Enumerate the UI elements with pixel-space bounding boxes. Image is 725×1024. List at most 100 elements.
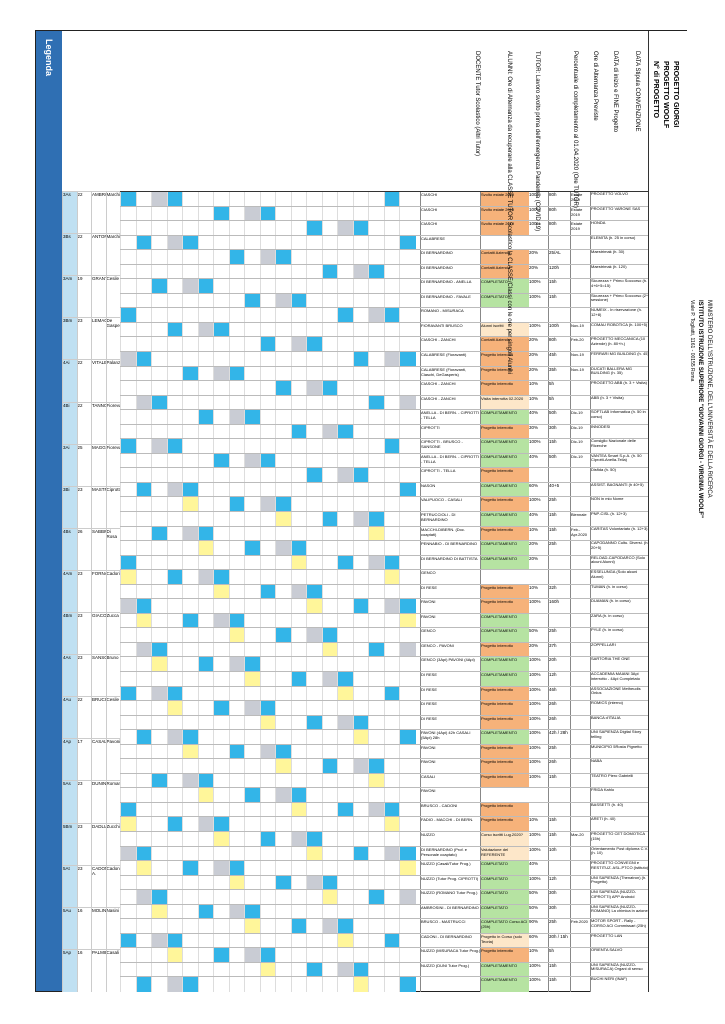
- project-tutor: VALIPUOCO - CASALI: [420, 497, 481, 512]
- attendance-cell: [151, 322, 168, 338]
- attendance-cell: [275, 366, 292, 382]
- class-cls: 4Ai: [62, 359, 78, 403]
- project-row: ORIENTA SALVO 5h 10% Progetto interrotto NUZ…: [120, 947, 687, 963]
- attendance-cell: [337, 773, 354, 789]
- attendance-cell: [337, 381, 354, 396]
- attendance-cell: [244, 875, 261, 891]
- attendance-cell: [259, 744, 276, 760]
- column-headers: DATA Stipula CONVENZIONE DATA di inizio …: [120, 31, 648, 374]
- attendance-cell: [352, 875, 369, 891]
- attendance-cell: [182, 293, 199, 309]
- attendance-cell: [213, 657, 230, 672]
- attendance-cell: [275, 482, 292, 498]
- projects-grid: PROGETTO VOLVO Estate 2019 80h 100% Svolto e…: [120, 31, 687, 992]
- attendance-cell: [383, 832, 400, 847]
- attendance-cell: [275, 613, 292, 629]
- project-date: Estate 2019: [570, 206, 591, 222]
- attendance-cell: [337, 977, 354, 992]
- attendance-cell: [120, 541, 137, 556]
- attendance-cell: [259, 933, 276, 949]
- attendance-cell: [321, 541, 338, 556]
- attendance-cell: [306, 250, 323, 265]
- attendance-cell: [259, 366, 276, 382]
- attendance-cell: [120, 308, 137, 323]
- attendance-cell: [275, 948, 292, 963]
- project-status: COMPLETATO: [480, 904, 529, 920]
- attendance-cell: [337, 701, 354, 716]
- attendance-cell: [368, 439, 385, 454]
- attendance-cell: [228, 337, 245, 352]
- project-tutor: GENCO: [420, 570, 481, 585]
- attendance-cell: [290, 555, 307, 571]
- project-percent: [528, 235, 549, 251]
- class-ore: Marchi: [105, 191, 121, 235]
- attendance-cell: [120, 904, 137, 920]
- attendance-cell: [290, 584, 307, 600]
- project-date: [570, 802, 591, 818]
- project-tutor: DI BERNARDINO - ANELLA: [420, 279, 481, 294]
- attendance-cell: [275, 730, 292, 745]
- attendance-cell: [383, 381, 400, 396]
- attendance-cell: [213, 773, 230, 789]
- project-name: Consiglio Nazionale delle Ricerche: [590, 439, 649, 454]
- attendance-cell: [166, 977, 183, 992]
- class-n: 23: [76, 485, 92, 529]
- attendance-cell: [151, 381, 168, 396]
- attendance-cell: [213, 875, 230, 891]
- attendance-cell: [228, 817, 245, 832]
- project-percent: 100%: [528, 293, 549, 309]
- project-percent: 10%: [528, 584, 549, 600]
- project-ore: 80h: [548, 221, 571, 236]
- attendance-cell: [135, 512, 152, 527]
- attendance-cell: [182, 802, 199, 818]
- attendance-cell: [321, 613, 338, 629]
- project-row: ZOPPELLARI 37h 20% Progetto interrotto GENCO…: [120, 641, 687, 658]
- attendance-cell: [228, 599, 245, 614]
- attendance-cell: [228, 642, 245, 658]
- attendance-cell: [352, 424, 369, 440]
- attendance-cell: [368, 381, 385, 396]
- class-tutor: SABBIU: [91, 527, 107, 571]
- project-name: TUMAN (h. in corso): [590, 584, 649, 600]
- attendance-cell: [120, 759, 137, 774]
- attendance-cell: [197, 439, 214, 454]
- attendance-cell: [352, 235, 369, 251]
- attendance-cell: [275, 192, 292, 207]
- attendance-cell: [306, 395, 323, 411]
- attendance-cell: [151, 613, 168, 629]
- attendance-cell: [337, 250, 354, 265]
- attendance-cell: [368, 206, 385, 222]
- project-ore: 25h: [548, 919, 571, 934]
- attendance-cell: [151, 759, 168, 774]
- project-row: RELOAD-CAPODARCO (Solo alcuni Alunni) 20%…: [120, 554, 687, 571]
- attendance-cell: [306, 744, 323, 760]
- attendance-cell: [228, 832, 245, 847]
- project-tutor: DI RESE: [420, 715, 481, 731]
- attendance-cell: [321, 977, 338, 992]
- project-row: MUNICIPIO 5Rosta Pignetto 25h 100% Progetto…: [120, 743, 687, 760]
- project-ore: 45h: [548, 352, 571, 367]
- attendance-cell: [120, 802, 137, 818]
- project-name: DUAMAN (h. in corso): [590, 599, 649, 614]
- attendance-cell: [275, 264, 292, 280]
- attendance-cell: [197, 846, 214, 862]
- attendance-cell: [244, 701, 261, 716]
- project-tutor: GENCO (3Api) PAVONI (4Api): [420, 657, 481, 672]
- project-name: Orientamento Post diploma C.V. (h. 10): [590, 846, 649, 862]
- project-row: PYLE (h. in corso) 25h 50% COMPLETAMENTO GEN…: [120, 627, 687, 643]
- attendance-cell: [306, 948, 323, 963]
- project-percent: [528, 308, 549, 323]
- attendance-cell: [197, 657, 214, 672]
- project-percent: 100%: [528, 672, 549, 687]
- attendance-cell: [228, 395, 245, 411]
- attendance-cell: [306, 352, 323, 367]
- attendance-cell: [399, 861, 416, 876]
- project-date: Feb.-Apr.2020: [570, 526, 591, 542]
- attendance-cell: [399, 250, 416, 265]
- attendance-cell: [290, 875, 307, 891]
- attendance-cell: [259, 861, 276, 876]
- attendance-cell: [306, 526, 323, 542]
- attendance-cell: [244, 715, 261, 731]
- project-ore: 25h: [548, 744, 571, 760]
- attendance-cell: [259, 424, 276, 440]
